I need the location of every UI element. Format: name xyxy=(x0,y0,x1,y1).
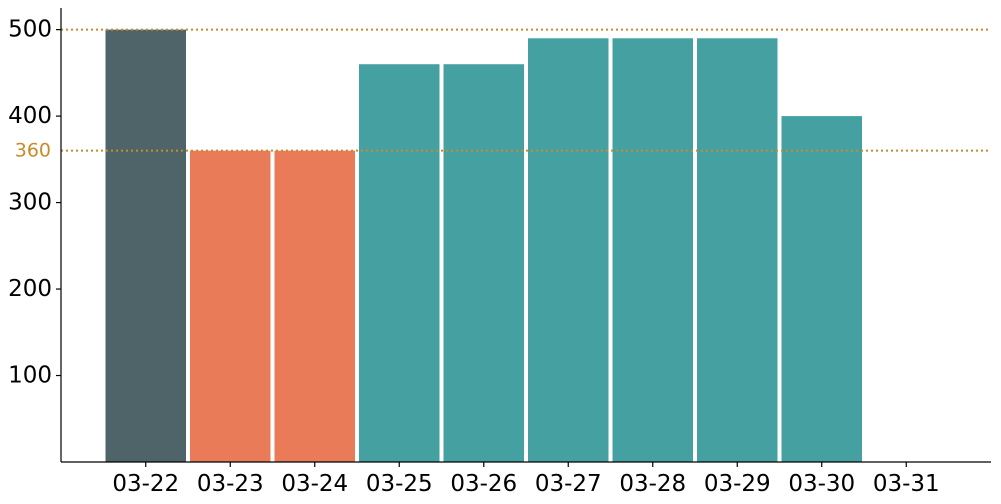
reference-line-label-360: 360 xyxy=(15,140,51,162)
bar-03-29 xyxy=(697,38,778,463)
y-tick-label-100: 100 xyxy=(8,363,52,389)
bar-03-23 xyxy=(190,150,271,462)
bar-03-26 xyxy=(443,64,524,462)
bar-03-25 xyxy=(359,64,440,462)
bars-layer xyxy=(105,29,862,463)
bar-03-28 xyxy=(612,38,693,463)
x-tick-label-03-22: 03-22 xyxy=(112,471,179,497)
x-tick-label-03-29: 03-29 xyxy=(704,471,771,497)
bar-03-22 xyxy=(105,29,186,462)
y-tick-label-500: 500 xyxy=(8,17,52,43)
bar-03-30 xyxy=(781,116,862,462)
x-tick-label-03-28: 03-28 xyxy=(619,471,686,497)
x-tick-label-03-30: 03-30 xyxy=(788,471,855,497)
x-tick-label-03-24: 03-24 xyxy=(281,471,348,497)
y-tick-label-300: 300 xyxy=(8,190,52,216)
x-tick-label-03-23: 03-23 xyxy=(197,471,264,497)
bar-03-27 xyxy=(528,38,609,463)
y-tick-label-400: 400 xyxy=(8,103,52,129)
x-tick-label-03-26: 03-26 xyxy=(450,471,517,497)
tick-labels-layer: 100 200 300 400 500 03-22 03-23 03-24 03-25 03-26… xyxy=(8,17,940,497)
axes-layer xyxy=(56,8,991,467)
reference-lines-layer: 360 xyxy=(15,28,991,162)
bar-03-24 xyxy=(274,150,355,462)
x-tick-label-03-31: 03-31 xyxy=(873,471,940,497)
y-tick-label-200: 200 xyxy=(8,276,52,302)
x-tick-label-03-27: 03-27 xyxy=(535,471,602,497)
x-tick-label-03-25: 03-25 xyxy=(366,471,433,497)
